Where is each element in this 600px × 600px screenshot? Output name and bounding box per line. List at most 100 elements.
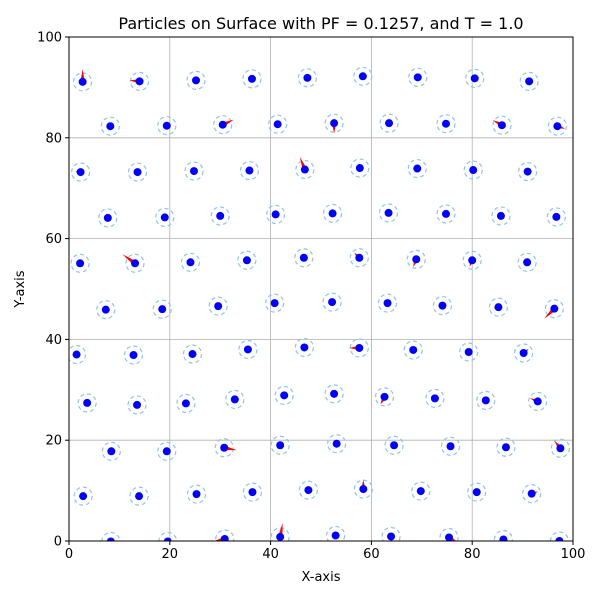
- particle-halo: [225, 389, 245, 409]
- particle-halo: [270, 527, 290, 541]
- particle-halo: [125, 253, 145, 273]
- particle-halo: [439, 527, 459, 541]
- particle-halo: [459, 342, 479, 362]
- particle-point: [131, 259, 140, 268]
- particle-halo: [100, 116, 120, 136]
- particle-point: [416, 487, 425, 496]
- particle-point: [533, 397, 542, 406]
- particle-point: [328, 209, 337, 218]
- particle-halo: [518, 161, 538, 182]
- particle-halo: [157, 116, 177, 136]
- particle-point: [438, 301, 447, 310]
- particle-point: [160, 213, 169, 222]
- particle-halo: [294, 248, 314, 268]
- particle-point: [214, 302, 223, 311]
- particle-halo: [411, 481, 431, 501]
- particle-point: [413, 164, 422, 173]
- particle-halo: [349, 248, 369, 268]
- particle-point: [276, 441, 285, 450]
- x-tick-label: 20: [162, 547, 179, 562]
- y-tick-label: 100: [37, 31, 62, 46]
- particle-halo: [237, 250, 257, 270]
- particle-point: [220, 443, 229, 452]
- particle-halo: [69, 344, 87, 365]
- particle-point: [494, 303, 503, 312]
- particle-point: [355, 253, 364, 262]
- particle-halo: [544, 299, 564, 319]
- particle-halo: [407, 158, 427, 179]
- particle-point: [220, 534, 229, 541]
- particle-point: [383, 299, 392, 308]
- particle-halo: [268, 114, 288, 134]
- particle-halo: [239, 160, 260, 181]
- particle-halo: [265, 293, 285, 313]
- particle-halo: [101, 441, 121, 461]
- particle-point: [162, 447, 171, 456]
- particle-point: [247, 74, 256, 83]
- particle-halo: [440, 436, 461, 456]
- particle-halo: [465, 68, 485, 88]
- particle-point: [441, 209, 450, 218]
- y-tick-label: 80: [45, 131, 62, 146]
- particle-halo: [129, 486, 149, 506]
- particle-halo: [549, 531, 569, 541]
- particle-point: [304, 486, 313, 495]
- x-tick-label: 0: [65, 547, 73, 562]
- particle-point: [412, 255, 421, 264]
- particle-halo: [242, 482, 263, 502]
- particle-halo: [514, 343, 534, 363]
- particle-point: [553, 122, 562, 131]
- particle-point: [135, 492, 144, 501]
- particle-halo: [324, 384, 344, 404]
- particle-point: [300, 343, 309, 352]
- y-tick-label: 40: [45, 333, 62, 348]
- particle-point: [496, 211, 505, 220]
- particle-halo: [374, 387, 395, 407]
- particle-point: [78, 77, 87, 86]
- particle-halo: [129, 71, 150, 91]
- y-tick-label: 0: [54, 535, 62, 550]
- particle-point: [390, 441, 399, 450]
- particle-halo: [384, 435, 404, 455]
- particle-point: [242, 256, 251, 265]
- particle-halo: [215, 529, 235, 541]
- particle-point: [497, 121, 506, 130]
- particle-halo: [425, 388, 445, 408]
- particle-point: [186, 258, 195, 267]
- x-tick-label: 40: [262, 547, 279, 562]
- plot-area: [68, 36, 574, 542]
- particle-halo: [408, 67, 428, 87]
- particle-point: [106, 537, 115, 541]
- particle-halo: [379, 113, 399, 133]
- particle-halo: [73, 486, 93, 506]
- particle-halo: [463, 160, 483, 180]
- particle-point: [271, 210, 280, 219]
- particle-point: [188, 350, 197, 359]
- particle-halo: [381, 526, 401, 541]
- particle-halo: [238, 339, 258, 360]
- particle-point: [355, 164, 364, 173]
- particle-point: [481, 396, 490, 405]
- particle-halo: [70, 162, 91, 182]
- particle-point: [430, 394, 439, 403]
- particle-point: [192, 490, 201, 499]
- particle-halo: [491, 206, 511, 226]
- particle-point: [499, 535, 508, 541]
- particle-halo: [432, 296, 453, 316]
- particle-point: [523, 258, 532, 267]
- particle-halo: [101, 531, 121, 541]
- particle-point: [189, 167, 198, 176]
- particle-point: [158, 305, 167, 314]
- particle-halo: [436, 114, 456, 134]
- x-tick-label: 80: [464, 547, 481, 562]
- particle-point: [331, 531, 340, 540]
- particle-halo: [208, 296, 228, 316]
- particle-point: [276, 532, 285, 541]
- particle-halo: [242, 69, 262, 89]
- particle-point: [192, 76, 201, 85]
- y-axis-label: Y-axis: [13, 270, 28, 308]
- particle-point: [523, 167, 532, 176]
- particle-point: [133, 400, 142, 409]
